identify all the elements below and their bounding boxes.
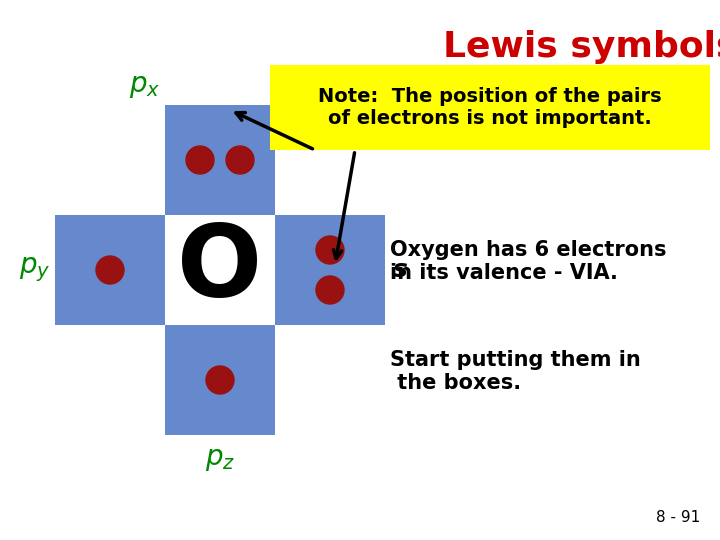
Bar bbox=[270, 65, 710, 150]
Circle shape bbox=[316, 236, 344, 264]
Text: Lewis symbols: Lewis symbols bbox=[443, 30, 720, 64]
Bar bbox=[165, 105, 275, 215]
Circle shape bbox=[226, 146, 254, 174]
Circle shape bbox=[206, 366, 234, 394]
Text: $p_z$: $p_z$ bbox=[205, 445, 235, 473]
Text: s: s bbox=[393, 258, 408, 282]
Circle shape bbox=[186, 146, 214, 174]
Circle shape bbox=[96, 256, 124, 284]
Text: 8 - 91: 8 - 91 bbox=[656, 510, 700, 525]
Text: Note:  The position of the pairs
of electrons is not important.: Note: The position of the pairs of elect… bbox=[318, 87, 662, 128]
Text: Oxygen has 6 electrons
in its valence - VIA.: Oxygen has 6 electrons in its valence - … bbox=[390, 240, 667, 283]
Text: O: O bbox=[178, 221, 263, 319]
Text: $p_y$: $p_y$ bbox=[19, 256, 50, 284]
Bar bbox=[275, 215, 385, 325]
Circle shape bbox=[316, 276, 344, 304]
Text: $p_x$: $p_x$ bbox=[129, 72, 160, 100]
Text: Start putting them in
 the boxes.: Start putting them in the boxes. bbox=[390, 350, 641, 393]
Bar bbox=[55, 215, 165, 325]
Bar bbox=[165, 325, 275, 435]
